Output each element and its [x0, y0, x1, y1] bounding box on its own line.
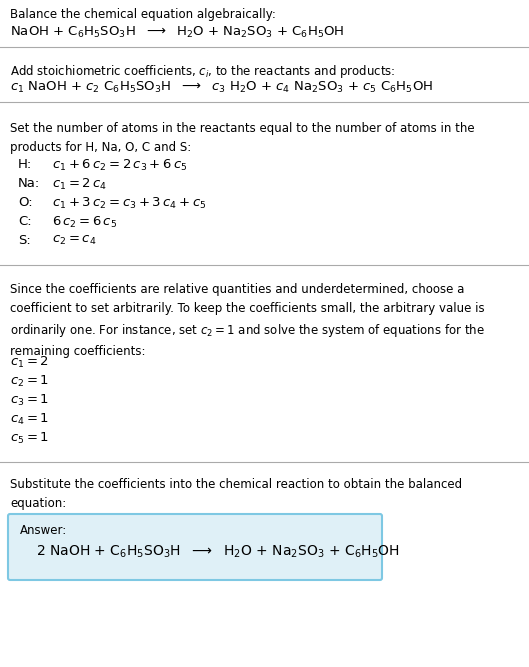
- Text: $c_1$ NaOH + $c_2$ C$_6$H$_5$SO$_3$H  $\longrightarrow$  $c_3$ H$_2$O + $c_4$ Na: $c_1$ NaOH + $c_2$ C$_6$H$_5$SO$_3$H $\l…: [10, 80, 433, 95]
- Text: S:: S:: [18, 234, 31, 247]
- Text: $c_1 + 6\,c_2 = 2\,c_3 + 6\,c_5$: $c_1 + 6\,c_2 = 2\,c_3 + 6\,c_5$: [52, 158, 187, 173]
- Text: $6\,c_2 = 6\,c_5$: $6\,c_2 = 6\,c_5$: [52, 215, 117, 230]
- Text: 2 NaOH + C$_6$H$_5$SO$_3$H  $\longrightarrow$  H$_2$O + Na$_2$SO$_3$ + C$_6$H$_5: 2 NaOH + C$_6$H$_5$SO$_3$H $\longrightar…: [36, 544, 400, 560]
- Text: Answer:: Answer:: [20, 524, 67, 537]
- Text: $c_2 = 1$: $c_2 = 1$: [10, 374, 49, 389]
- Text: $c_5 = 1$: $c_5 = 1$: [10, 431, 49, 446]
- Text: Na:: Na:: [18, 177, 40, 190]
- Text: Substitute the coefficients into the chemical reaction to obtain the balanced
eq: Substitute the coefficients into the che…: [10, 478, 462, 510]
- Text: O:: O:: [18, 196, 33, 209]
- Text: C:: C:: [18, 215, 32, 228]
- Text: Add stoichiometric coefficients, $c_i$, to the reactants and products:: Add stoichiometric coefficients, $c_i$, …: [10, 63, 395, 80]
- Text: $c_1 + 3\,c_2 = c_3 + 3\,c_4 + c_5$: $c_1 + 3\,c_2 = c_3 + 3\,c_4 + c_5$: [52, 196, 207, 211]
- Text: Set the number of atoms in the reactants equal to the number of atoms in the
pro: Set the number of atoms in the reactants…: [10, 122, 475, 154]
- Text: Since the coefficients are relative quantities and underdetermined, choose a
coe: Since the coefficients are relative quan…: [10, 283, 485, 358]
- Text: $c_2 = c_4$: $c_2 = c_4$: [52, 234, 96, 247]
- Text: $c_1 = 2\,c_4$: $c_1 = 2\,c_4$: [52, 177, 107, 192]
- Text: $c_1 = 2$: $c_1 = 2$: [10, 355, 49, 370]
- Text: H:: H:: [18, 158, 32, 171]
- Text: $c_3 = 1$: $c_3 = 1$: [10, 393, 49, 408]
- FancyBboxPatch shape: [8, 514, 382, 580]
- Text: NaOH + C$_6$H$_5$SO$_3$H  $\longrightarrow$  H$_2$O + Na$_2$SO$_3$ + C$_6$H$_5$O: NaOH + C$_6$H$_5$SO$_3$H $\longrightarro…: [10, 25, 344, 40]
- Text: Balance the chemical equation algebraically:: Balance the chemical equation algebraica…: [10, 8, 276, 21]
- Text: $c_4 = 1$: $c_4 = 1$: [10, 412, 49, 427]
